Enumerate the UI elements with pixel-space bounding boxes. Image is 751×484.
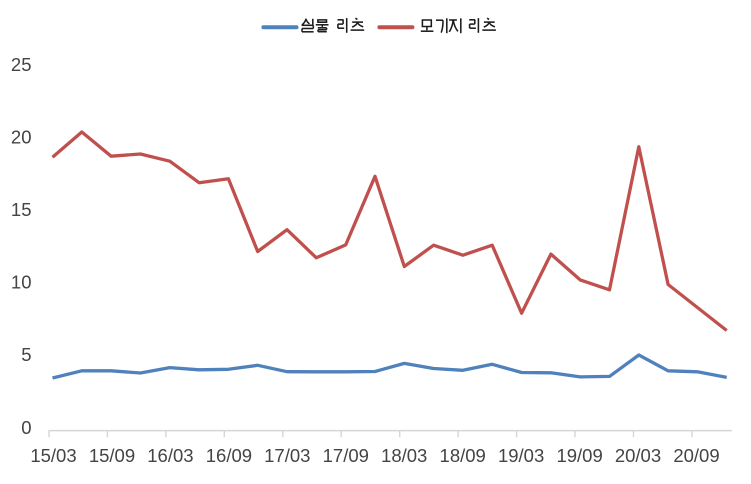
svg-text:10: 10 [11, 272, 32, 293]
svg-text:16/03: 16/03 [147, 445, 193, 466]
svg-text:17/03: 17/03 [264, 445, 310, 466]
svg-text:18/03: 18/03 [381, 445, 427, 466]
svg-text:15: 15 [11, 199, 32, 220]
svg-text:15/09: 15/09 [89, 445, 135, 466]
svg-text:25: 25 [11, 54, 32, 75]
svg-text:19/09: 19/09 [556, 445, 602, 466]
svg-text:20/09: 20/09 [673, 445, 719, 466]
svg-text:17/09: 17/09 [323, 445, 369, 466]
svg-text:19/03: 19/03 [498, 445, 544, 466]
svg-text:18/09: 18/09 [440, 445, 486, 466]
svg-text:5: 5 [21, 344, 31, 365]
svg-text:15/03: 15/03 [30, 445, 76, 466]
svg-text:0: 0 [21, 417, 31, 438]
svg-text:16/09: 16/09 [206, 445, 252, 466]
svg-text:20: 20 [11, 127, 32, 148]
svg-text:20/03: 20/03 [615, 445, 661, 466]
